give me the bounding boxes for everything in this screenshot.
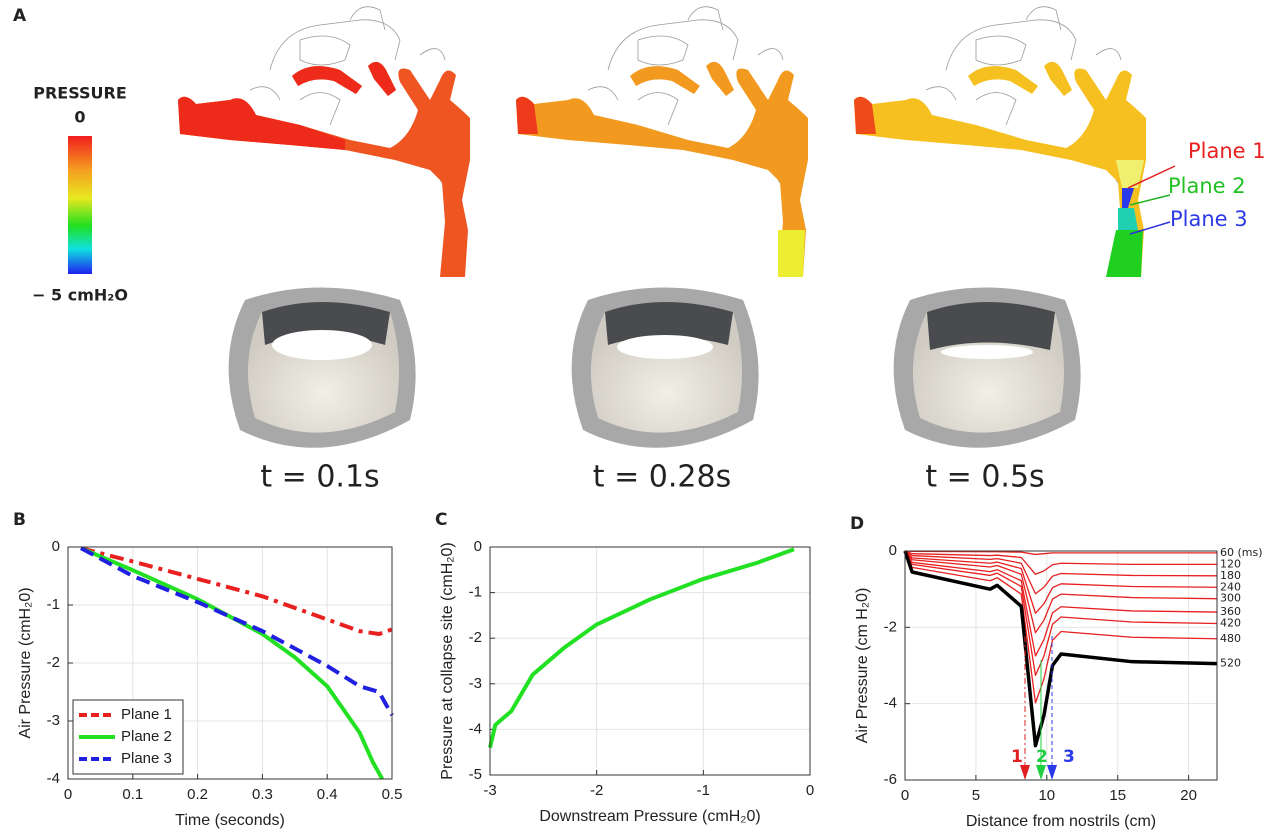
y-tick-label: -2 xyxy=(47,654,60,671)
panel-label: A xyxy=(13,6,27,26)
x-tick-label: 0.4 xyxy=(317,786,338,803)
x-axis-label: Downstream Pressure (cmH₂0) xyxy=(539,808,760,825)
chart: -3 -2 -1 0 -5 -4 -3 -2 -1 0 Downstream Pressure (c… xyxy=(435,510,814,825)
plot-area xyxy=(905,551,1217,780)
y-axis-label: Air Pressure (cm H₂0) xyxy=(854,588,871,744)
cross-section xyxy=(229,288,416,448)
y-tick-label: -2 xyxy=(469,629,482,646)
panel-label: C xyxy=(435,510,447,530)
colorbar xyxy=(68,136,92,274)
x-tick-label: 0.1 xyxy=(122,786,143,803)
x-axis-label: Distance from nostrils (cm) xyxy=(966,813,1156,830)
y-axis-label: Pressure at collapse site (cmH₂0) xyxy=(439,542,456,779)
legend-label: Plane 2 xyxy=(121,728,172,745)
x-tick-label: -1 xyxy=(697,782,710,799)
y-tick-label: 0 xyxy=(52,538,60,555)
x-tick-label: 0 xyxy=(64,786,72,803)
x-tick-label: 0.2 xyxy=(187,786,208,803)
y-tick-label: -4 xyxy=(884,695,897,712)
legend-label: Plane 3 xyxy=(121,750,172,767)
cross-section xyxy=(572,288,759,448)
y-axis-label: Air Pressure (cmH₂0) xyxy=(17,587,34,738)
arrow-label: 3 xyxy=(1063,747,1075,767)
line-label: 520 xyxy=(1220,657,1241,670)
y-tick-label: -4 xyxy=(47,770,60,787)
colorbar-max: 0 xyxy=(74,108,85,127)
x-tick-label: 15 xyxy=(1109,787,1126,804)
x-tick-label: 0.3 xyxy=(252,786,273,803)
time-label: t = 0.1s xyxy=(260,460,379,495)
y-tick-label: -5 xyxy=(469,766,482,783)
x-tick-label: 0.5 xyxy=(382,786,403,803)
panel-label: D xyxy=(850,514,864,534)
x-tick-label: 5 xyxy=(972,787,980,804)
plot-area xyxy=(490,547,810,775)
arrow-label: 2 xyxy=(1036,747,1048,767)
y-tick-label: 0 xyxy=(889,542,897,559)
airway-model xyxy=(178,7,470,277)
y-tick-label: -3 xyxy=(469,675,482,692)
x-tick-label: 20 xyxy=(1180,787,1197,804)
y-tick-label: 0 xyxy=(474,538,482,555)
plane-annotations: Plane 1 Plane 2 Plane 3 xyxy=(1128,139,1266,234)
airway-model xyxy=(854,7,1146,277)
x-tick-label: 0 xyxy=(901,787,909,804)
time-label: t = 0.5s xyxy=(925,460,1044,495)
time-label: t = 0.28s xyxy=(593,460,731,495)
y-tick-label: -3 xyxy=(47,712,60,729)
figure: A PRESSURE 0 − 5 cmH₂O Plane 1 Plane 2 P… xyxy=(0,0,1273,837)
colorbar-min: − 5 cmH₂O xyxy=(32,286,128,305)
arrow-label: 1 xyxy=(1011,747,1023,767)
cross-section xyxy=(894,288,1081,448)
x-tick-label: 10 xyxy=(1038,787,1055,804)
plane-label: Plane 3 xyxy=(1170,207,1248,231)
chart: 0 0.1 0.2 0.3 0.4 0.5 -4 -3 -2 -1 0 Time (seconds) A… xyxy=(13,510,402,829)
x-tick-label: -3 xyxy=(483,782,496,799)
y-tick-label: -1 xyxy=(47,596,60,613)
y-tick-label: -1 xyxy=(469,584,482,601)
x-tick-label: 0 xyxy=(806,782,814,799)
y-tick-label: -4 xyxy=(469,720,482,737)
x-tick-label: -2 xyxy=(590,782,603,799)
legend-label: Plane 1 xyxy=(121,706,172,723)
line-label: 300 xyxy=(1220,592,1241,605)
colorbar-title: PRESSURE xyxy=(33,84,127,103)
x-axis-label: Time (seconds) xyxy=(175,812,285,829)
line-label: 480 xyxy=(1220,632,1241,645)
line-label: 420 xyxy=(1220,617,1241,630)
plane-label: Plane 1 xyxy=(1188,139,1266,163)
y-tick-label: -6 xyxy=(884,771,897,788)
panel-label: B xyxy=(13,510,26,530)
y-tick-label: -2 xyxy=(884,618,897,635)
plane-label: Plane 2 xyxy=(1168,174,1246,198)
airway-model xyxy=(516,7,808,277)
